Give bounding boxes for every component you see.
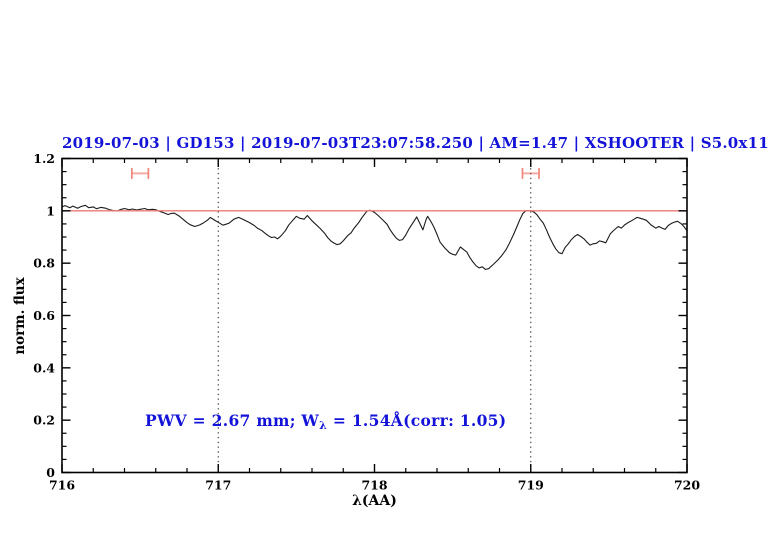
pwv-annotation-prefix: PWV = 2.67 mm; W: [145, 411, 320, 430]
svg-text:0.6: 0.6: [33, 308, 55, 323]
svg-text:0.2: 0.2: [33, 413, 55, 428]
svg-text:718: 718: [361, 478, 387, 493]
pwv-annotation: PWV = 2.67 mm; Wλ = 1.54Å(corr: 1.05): [145, 411, 506, 432]
svg-text:719: 719: [518, 478, 544, 493]
svg-text:720: 720: [674, 478, 700, 493]
svg-text:717: 717: [205, 478, 231, 493]
svg-text:1: 1: [46, 203, 55, 218]
chart-title: 2019-07-03 | GD153 | 2019-07-03T23:07:58…: [62, 134, 769, 152]
svg-text:0: 0: [46, 465, 55, 480]
x-axis-label: λ(AA): [352, 493, 397, 509]
lambda-subscript-label: λ: [319, 419, 328, 432]
svg-text:0.8: 0.8: [33, 256, 55, 271]
svg-text:1.2: 1.2: [33, 151, 55, 166]
pwv-annotation-suffix: = 1.54Å(corr: 1.05): [327, 411, 507, 430]
svg-text:0.4: 0.4: [33, 360, 55, 375]
svg-text:716: 716: [49, 478, 75, 493]
